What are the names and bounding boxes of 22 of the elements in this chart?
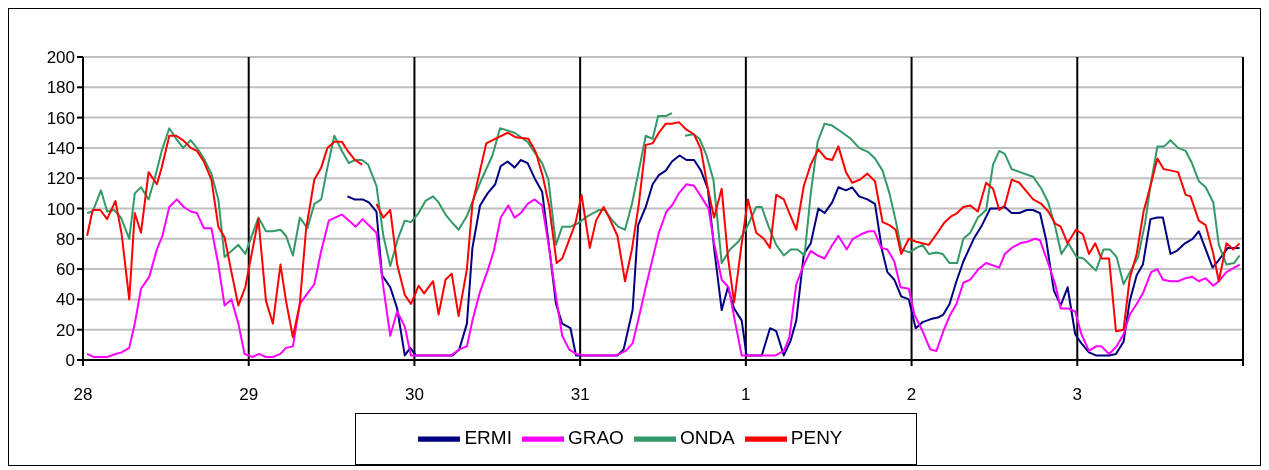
legend-label: GRAO [567,427,624,449]
y-tick-label: 160 [46,108,75,128]
x-tick-label: 30 [404,385,424,405]
legend-label: ONDA [679,427,735,449]
x-tick-label: 3 [1072,385,1083,405]
x-tick-label: 1 [741,385,751,405]
y-tick-label: 120 [46,169,75,189]
y-tick-label: 80 [56,229,75,249]
y-tick-label: 20 [56,320,75,340]
y-tick-label: 40 [56,290,75,310]
y-tick-label: 60 [56,260,75,280]
y-tick-label: 200 [46,48,75,68]
x-tick-label: 28 [73,385,93,405]
x-tick-label: 31 [570,385,590,405]
x-tick-label: 29 [239,385,259,405]
legend-label: PENY [790,427,843,449]
legend-label: ERMI [464,427,512,449]
y-tick-label: 0 [65,351,75,371]
x-tick-label: 2 [906,385,917,405]
y-tick-label: 140 [46,138,75,158]
y-tick-label: 180 [46,78,75,98]
y-tick-label: 100 [46,199,75,219]
